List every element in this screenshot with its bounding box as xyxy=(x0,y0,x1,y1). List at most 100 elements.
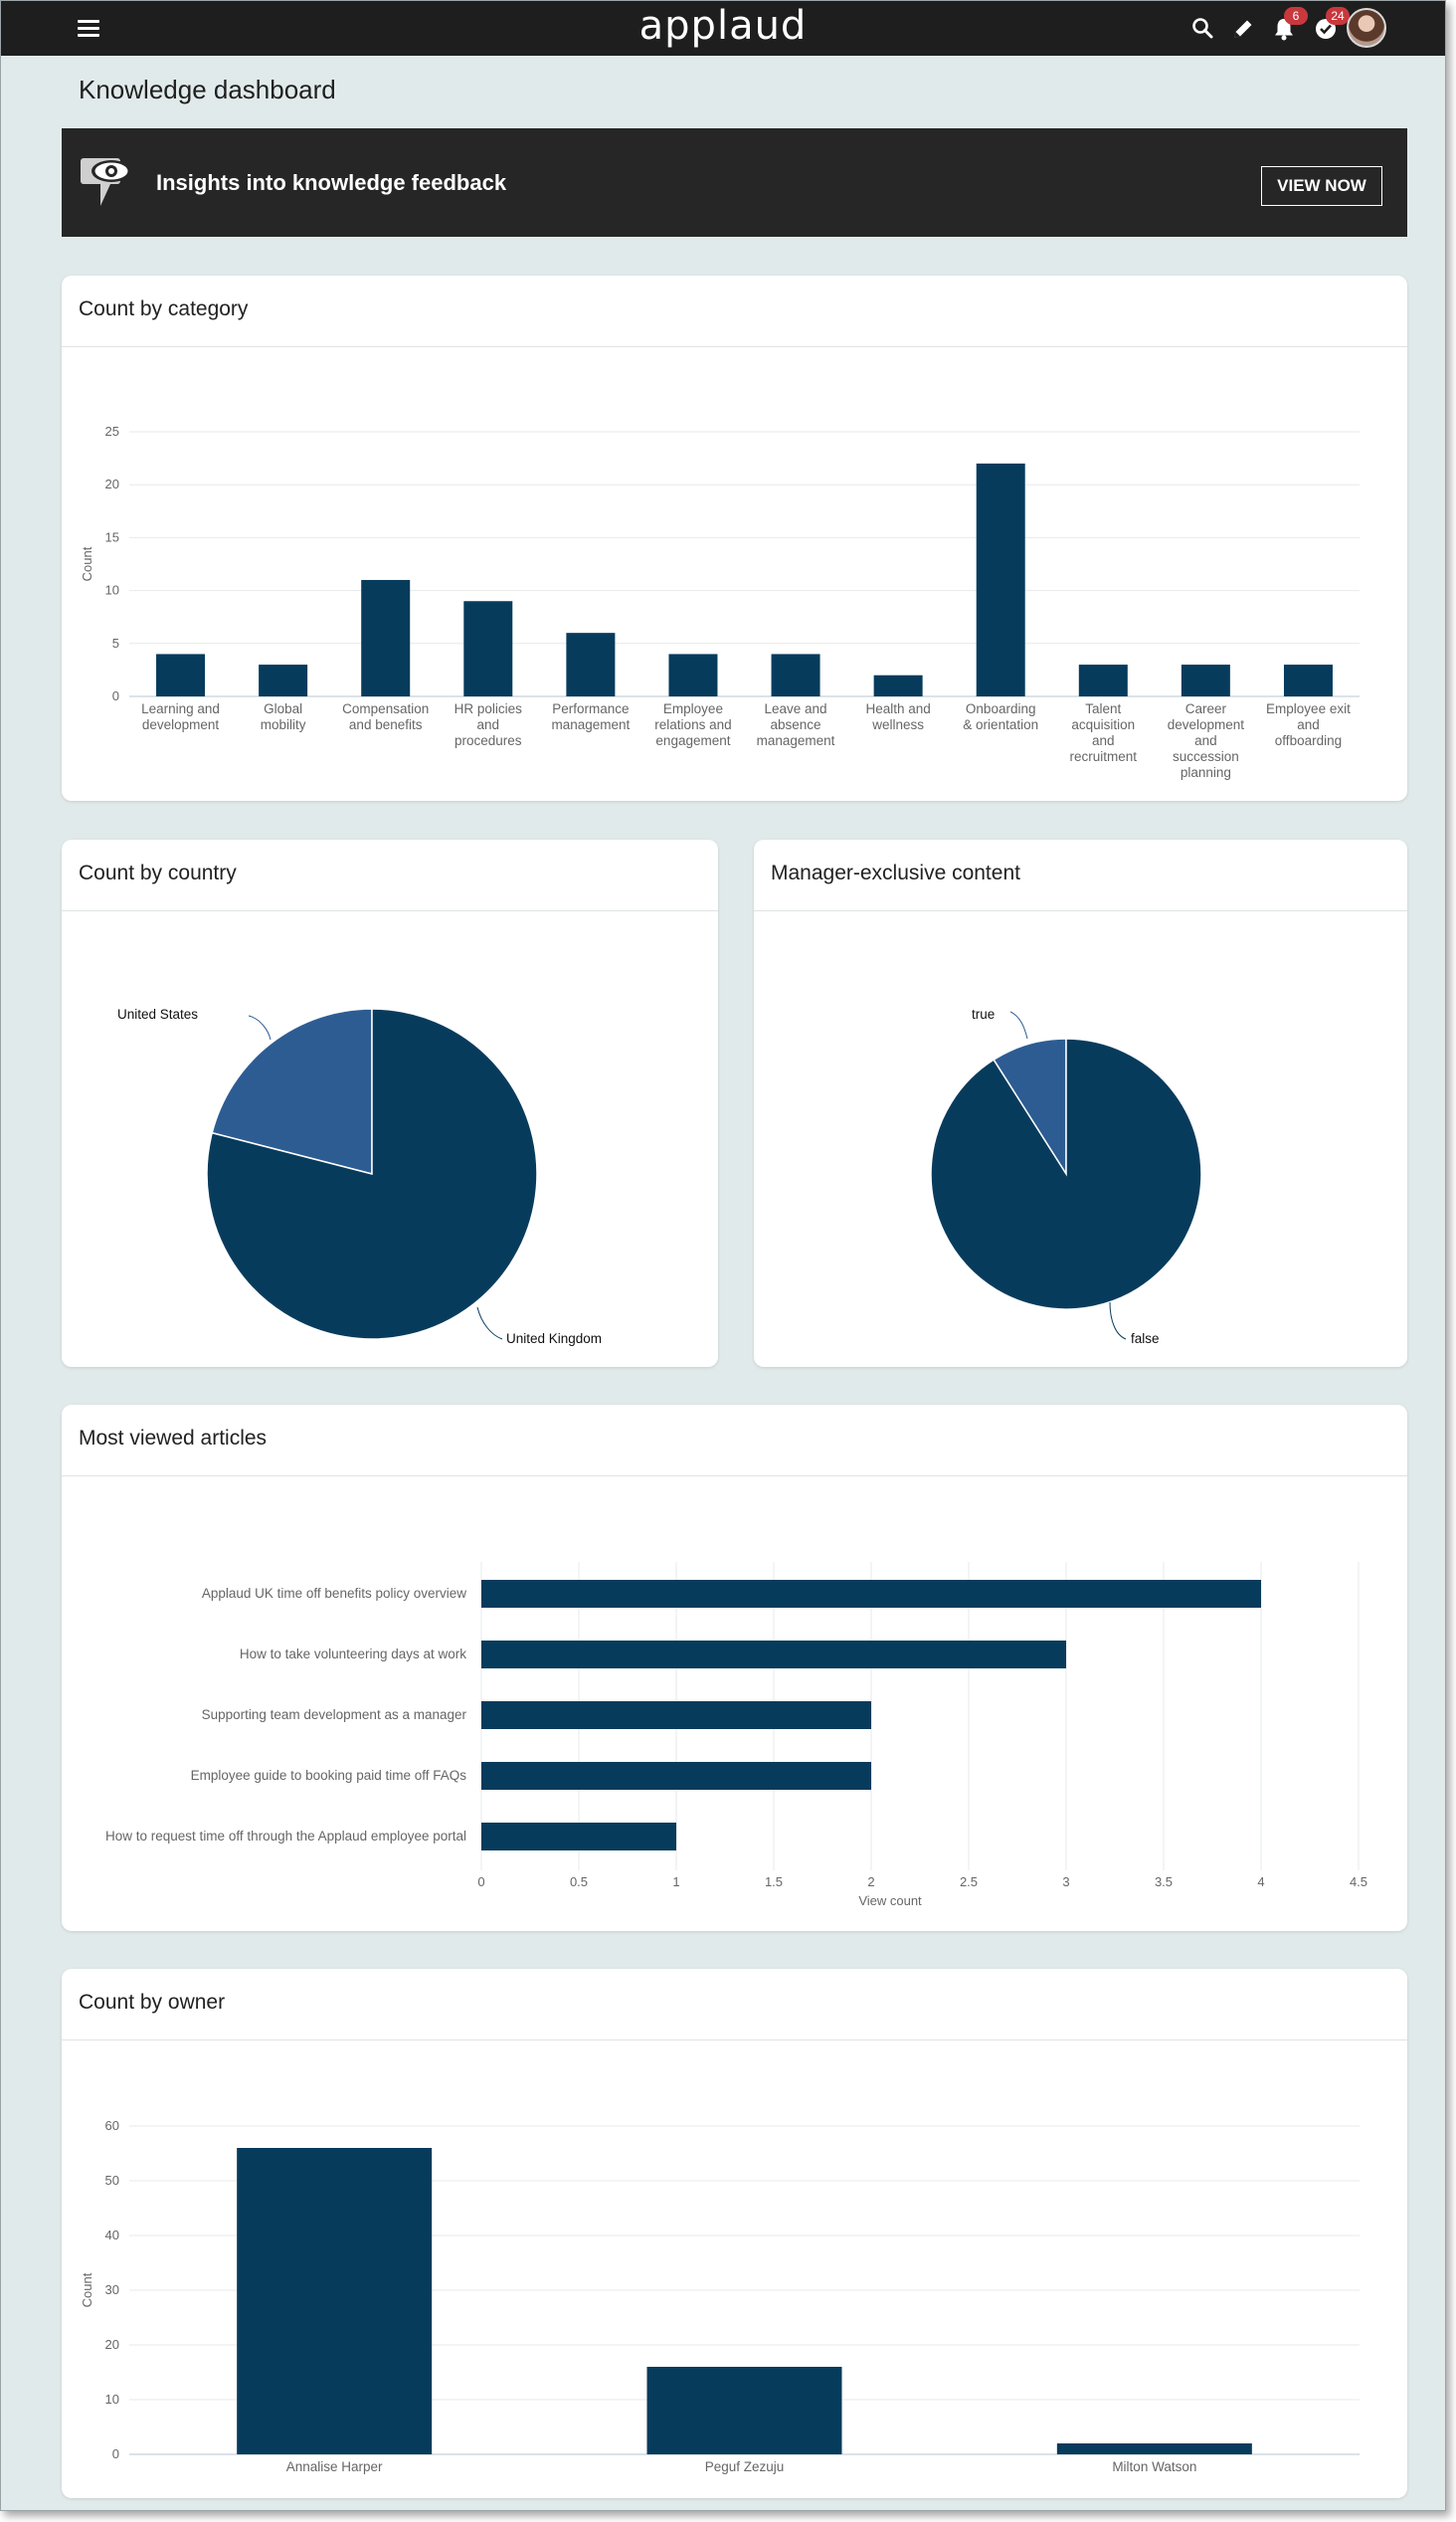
x-tick-label: management xyxy=(757,733,835,748)
bar xyxy=(481,1641,1066,1668)
y-tick-label: 20 xyxy=(105,477,119,491)
y-axis-label: Count xyxy=(80,546,94,581)
x-tick-label: and benefits xyxy=(349,717,423,732)
top-navigation-bar: applaud 6 24 xyxy=(1,1,1445,56)
bar xyxy=(976,463,1025,696)
x-tick-label: development xyxy=(1168,717,1245,732)
hamburger-menu-icon[interactable] xyxy=(77,18,100,38)
page-title: Knowledge dashboard xyxy=(79,75,336,104)
pie-label-connector xyxy=(1109,1301,1127,1340)
divider xyxy=(754,910,1407,911)
bar xyxy=(1078,665,1128,696)
insights-banner: Insights into knowledge feedback VIEW NO… xyxy=(62,128,1407,237)
x-tick-label: offboarding xyxy=(1275,733,1342,748)
x-tick-label: 2.5 xyxy=(960,1874,978,1889)
bar xyxy=(668,654,718,696)
x-tick-label: 2 xyxy=(867,1874,874,1889)
edit-pencil-icon[interactable] xyxy=(1229,15,1257,43)
divider xyxy=(62,1475,1407,1476)
x-tick-label: acquisition xyxy=(1071,717,1135,732)
bar xyxy=(1283,665,1333,696)
bar xyxy=(259,665,308,696)
bar xyxy=(481,1701,871,1729)
x-tick-label: Annalise Harper xyxy=(286,2459,383,2474)
notifications-bell-icon[interactable]: 6 xyxy=(1270,7,1308,43)
x-tick-label: Career xyxy=(1185,701,1227,716)
card-title: Manager-exclusive content xyxy=(771,862,1020,884)
y-tick-label: Supporting team development as a manager xyxy=(202,1707,467,1722)
y-tick-label: 10 xyxy=(105,583,119,598)
x-tick-label: HR policies xyxy=(455,701,523,716)
tasks-check-icon[interactable]: 24 xyxy=(1312,7,1350,43)
x-tick-label: and xyxy=(1092,733,1115,748)
x-tick-label: Performance xyxy=(552,701,629,716)
pie-slice-label: United Kingdom xyxy=(506,1331,602,1346)
x-tick-label: Learning and xyxy=(141,701,220,716)
bar xyxy=(1056,2443,1252,2454)
x-tick-label: procedures xyxy=(455,733,522,748)
most-viewed-articles-chart: 0 0.5 1 1.5 2 2.5 3 3.5 4 4.5 View count Applaud UK… xyxy=(105,1562,1367,1908)
x-tick-label: management xyxy=(551,717,630,732)
y-tick-label: 5 xyxy=(112,636,119,651)
y-tick-label: 10 xyxy=(105,2392,119,2407)
count-by-owner-chart: 0 10 20 30 40 50 60 Count Annalise Harper Peguf Z… xyxy=(80,2118,1360,2474)
pie-label-connector xyxy=(248,1015,272,1041)
y-tick-label: 50 xyxy=(105,2173,119,2188)
x-tick-label: 0.5 xyxy=(570,1874,588,1889)
x-axis-label: View count xyxy=(858,1893,922,1908)
x-tick-label: Talent xyxy=(1085,701,1121,716)
pie-slice-label: United States xyxy=(117,1007,198,1022)
manager-exclusive-card: Manager-exclusive content true false xyxy=(754,840,1407,1367)
x-tick-label: 0 xyxy=(477,1874,484,1889)
y-tick-label: 60 xyxy=(105,2118,119,2133)
app-logo: applaud xyxy=(638,3,808,49)
pie-slice xyxy=(930,1038,1202,1310)
x-tick-label: 4 xyxy=(1257,1874,1264,1889)
card-title: Count by country xyxy=(79,862,237,884)
x-tick-label: relations and xyxy=(654,717,731,732)
x-tick-label: engagement xyxy=(655,733,730,748)
x-tick-label: Leave and xyxy=(765,701,827,716)
bar xyxy=(361,579,411,696)
x-tick-label: and xyxy=(1194,733,1217,748)
bar xyxy=(481,1580,1261,1608)
y-tick-label: 15 xyxy=(105,529,119,544)
y-tick-label: 40 xyxy=(105,2228,119,2242)
x-tick-label: recruitment xyxy=(1070,749,1138,764)
most-viewed-articles-card: Most viewed articles 0 0.5 1 1.5 2 2.5 3 3.5 4 4.… xyxy=(62,1405,1407,1931)
x-tick-label: wellness xyxy=(871,717,924,732)
y-tick-label: Employee guide to booking paid time off … xyxy=(191,1768,467,1783)
bar xyxy=(156,654,206,696)
y-tick-label: 30 xyxy=(105,2282,119,2297)
tasks-count-badge: 24 xyxy=(1326,7,1350,25)
card-title: Count by owner xyxy=(79,1991,226,2014)
x-tick-label: planning xyxy=(1181,765,1231,780)
search-icon[interactable] xyxy=(1189,15,1217,43)
y-tick-label: How to take volunteering days at work xyxy=(240,1647,466,1661)
y-axis-label: Count xyxy=(80,2272,94,2307)
x-tick-label: & orientation xyxy=(963,717,1038,732)
bar xyxy=(873,675,923,696)
y-tick-label: 25 xyxy=(105,424,119,439)
view-now-button[interactable]: VIEW NOW xyxy=(1261,166,1382,206)
x-tick-label: 3 xyxy=(1062,1874,1069,1889)
bar xyxy=(237,2148,433,2454)
count-by-category-card: Count by category 0 5 10 15 20 25 Count Learnin… xyxy=(62,276,1407,801)
x-tick-label: Peguf Zezuju xyxy=(705,2459,785,2474)
bar xyxy=(481,1762,871,1790)
y-tick-label: How to request time off through the Appl… xyxy=(105,1829,466,1843)
card-title: Count by category xyxy=(79,297,249,320)
x-tick-label: Employee exit xyxy=(1266,701,1351,716)
bar xyxy=(1181,665,1230,696)
x-tick-label: and xyxy=(477,717,500,732)
x-tick-label: 3.5 xyxy=(1155,1874,1173,1889)
pie-slice xyxy=(211,1008,373,1175)
x-tick-label: Health and xyxy=(865,701,930,716)
notification-count-badge: 6 xyxy=(1284,7,1308,25)
user-avatar[interactable] xyxy=(1347,8,1386,48)
x-tick-label: mobility xyxy=(261,717,306,732)
x-tick-label: Milton Watson xyxy=(1112,2459,1196,2474)
x-tick-label: Global xyxy=(264,701,302,716)
divider xyxy=(62,346,1407,347)
